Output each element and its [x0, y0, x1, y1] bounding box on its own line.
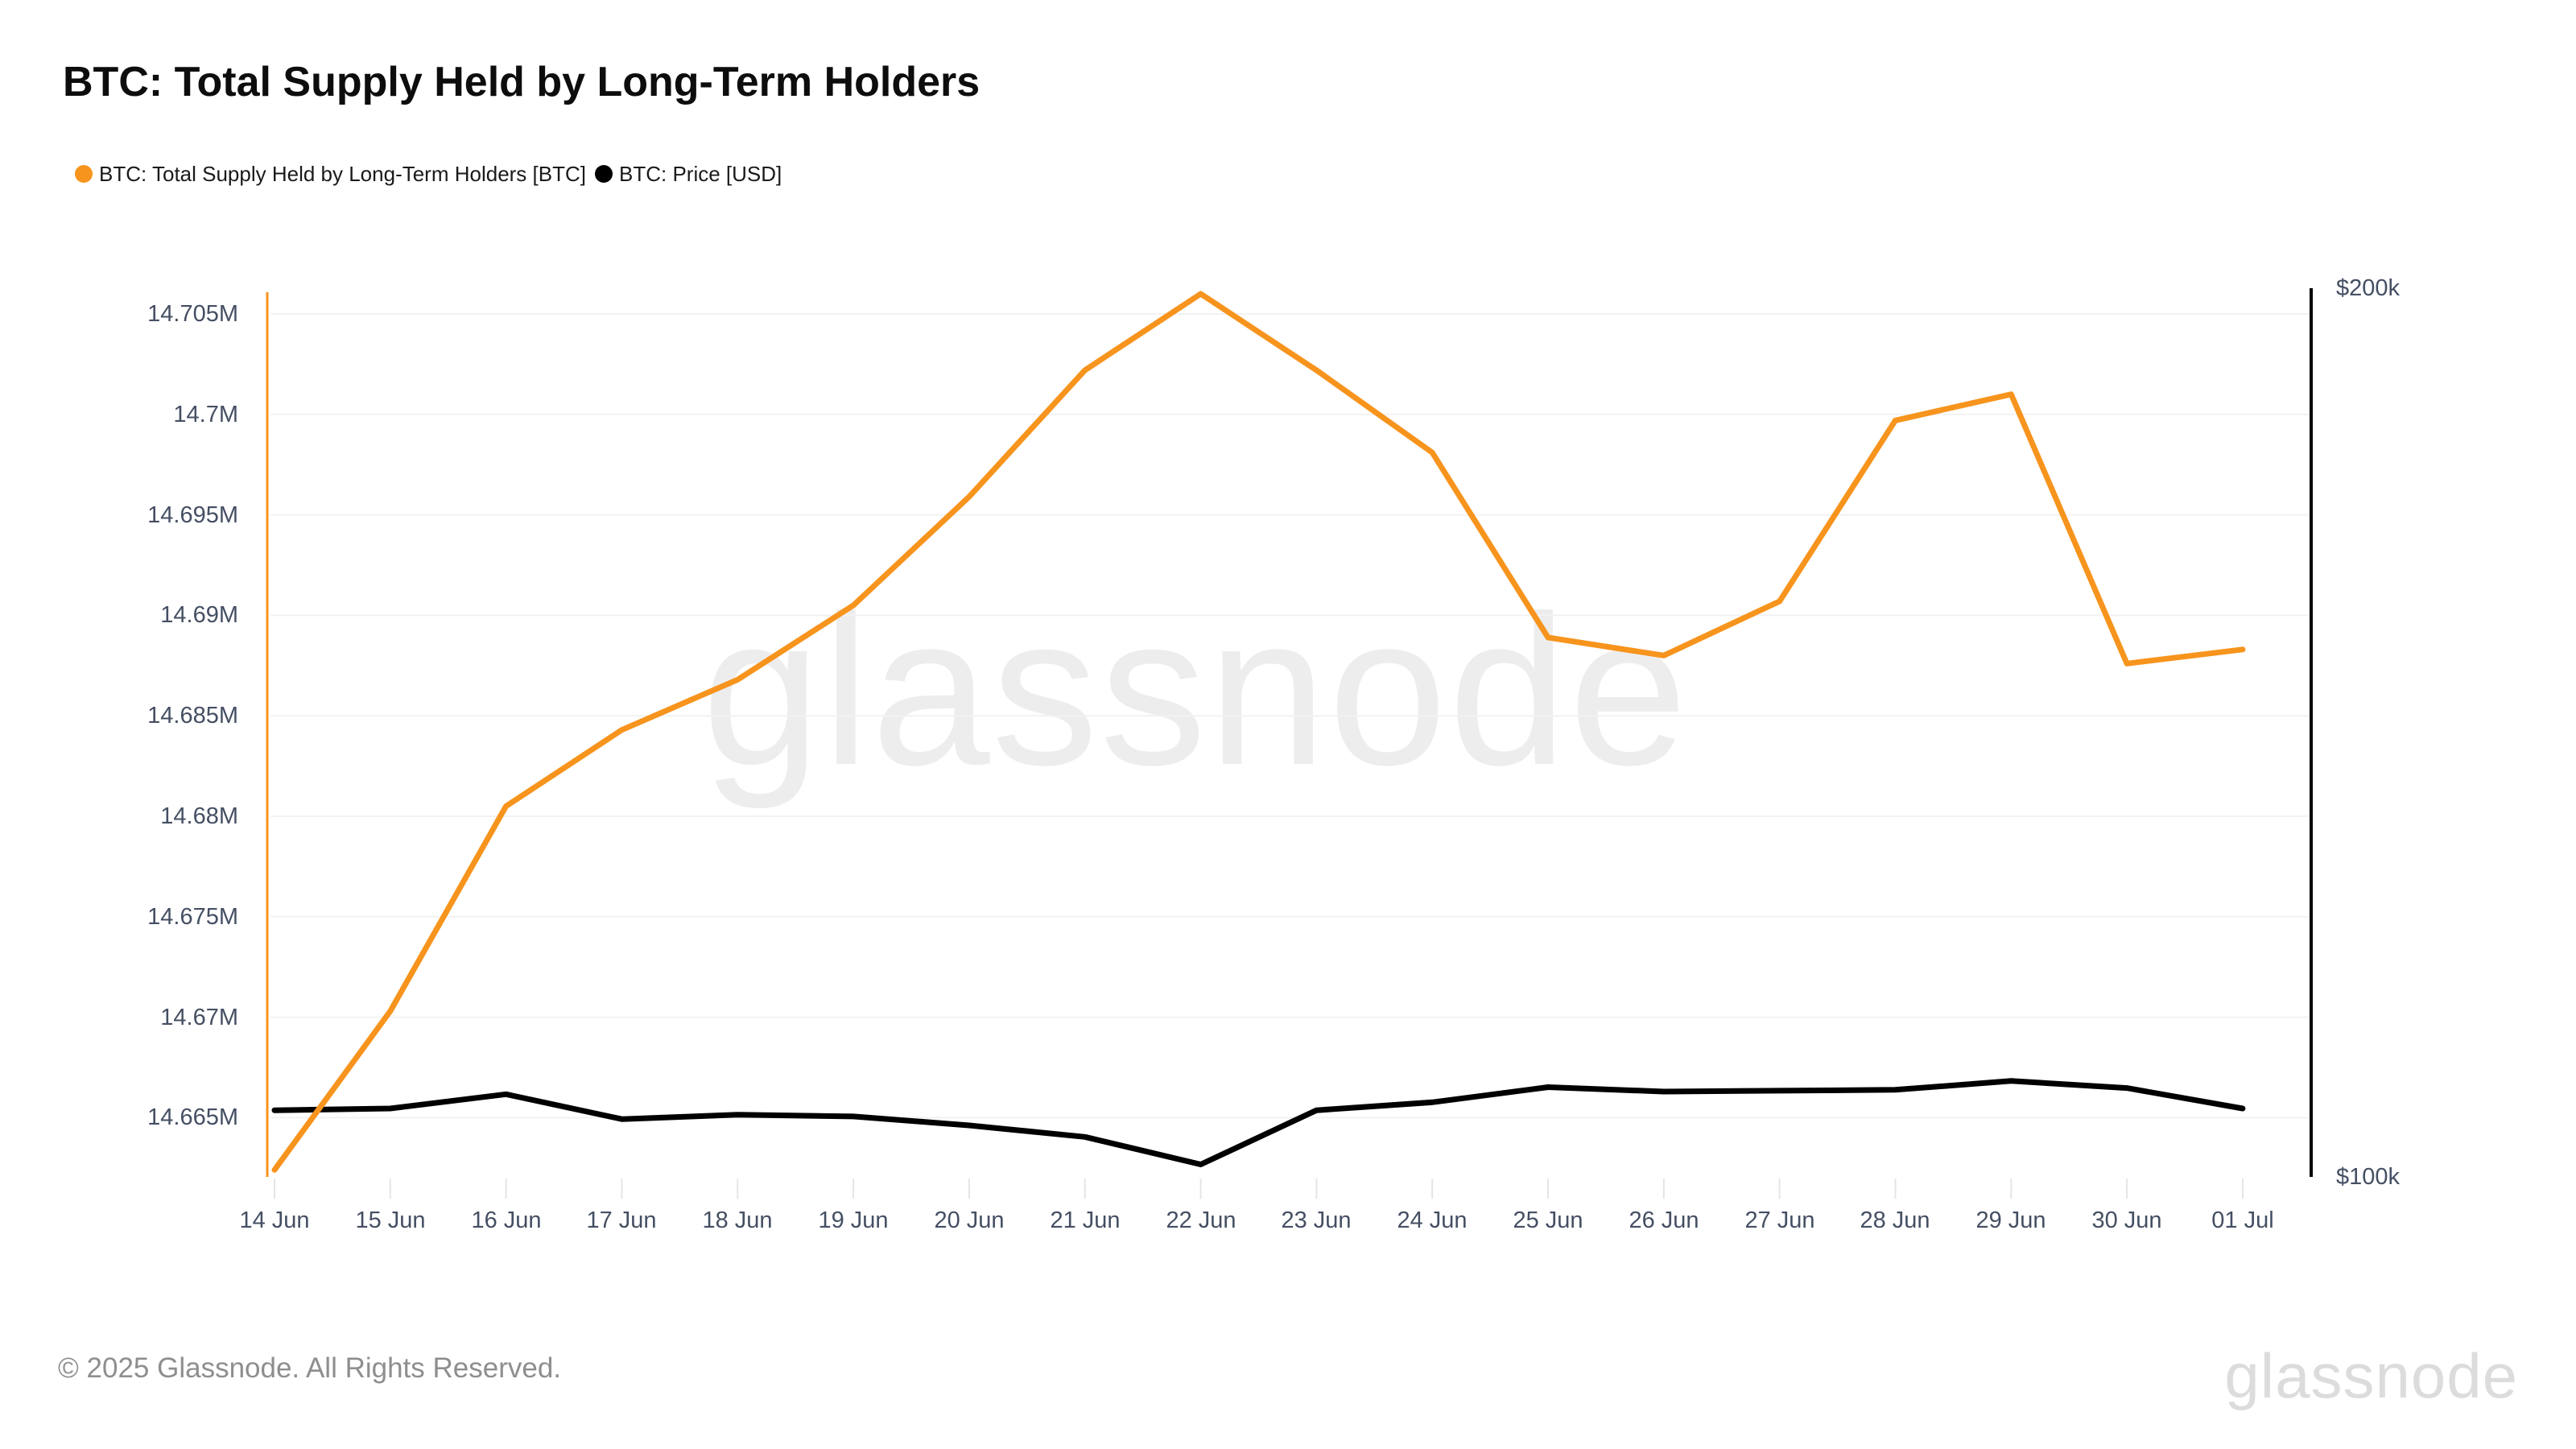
- x-axis-tick-label: 28 Jun: [1860, 1208, 1930, 1233]
- y-axis-tick-label: 14.705M: [147, 301, 238, 327]
- x-axis-tick-label: 20 Jun: [934, 1208, 1005, 1233]
- legend-item-supply[interactable]: BTC: Total Supply Held by Long-Term Hold…: [75, 158, 586, 190]
- x-axis-tick-label: 15 Jun: [355, 1208, 426, 1233]
- x-axis-tick-label: 14 Jun: [239, 1208, 310, 1233]
- y-axis-tick-label: 14.665M: [147, 1104, 238, 1130]
- supply-line-series: [271, 291, 2246, 1173]
- x-axis-tick-label: 24 Jun: [1397, 1208, 1468, 1233]
- legend-item-price[interactable]: BTC: Price [USD]: [595, 158, 782, 190]
- glassnode-logo: glassnode: [2224, 1340, 2518, 1411]
- legend-label-supply: BTC: Total Supply Held by Long-Term Hold…: [99, 161, 586, 186]
- price-dot-icon: [595, 165, 613, 183]
- x-axis-tick-label: 23 Jun: [1281, 1208, 1352, 1233]
- x-axis-tick-label: 22 Jun: [1166, 1208, 1236, 1233]
- y-axis-tick-label: 14.685M: [147, 703, 238, 729]
- x-axis-tick-label: 29 Jun: [1975, 1208, 2046, 1233]
- right-axis-tick-label: $200k: [2336, 275, 2401, 301]
- price-line-series: [271, 1078, 2246, 1167]
- y-axis-tick-label: 14.67M: [160, 1005, 238, 1030]
- y-axis-tick-label: 14.675M: [147, 904, 238, 930]
- glassnode-watermark: glassnode: [702, 572, 1690, 810]
- x-axis-tick-label: 21 Jun: [1050, 1208, 1121, 1233]
- x-axis-tick-label: 19 Jun: [818, 1208, 889, 1233]
- legend-label-price: BTC: Price [USD]: [619, 161, 782, 186]
- copyright-text: © 2025 Glassnode. All Rights Reserved.: [58, 1352, 562, 1384]
- x-axis-tick-label: 30 Jun: [2091, 1208, 2162, 1233]
- x-axis-tick-label: 25 Jun: [1513, 1208, 1583, 1233]
- x-axis-tick-label: 18 Jun: [702, 1208, 773, 1233]
- x-axis-tick-label: 27 Jun: [1744, 1208, 1815, 1233]
- right-axis-tick-label: $100k: [2336, 1164, 2401, 1190]
- x-axis-tick-label: 01 Jul: [2211, 1208, 2274, 1233]
- x-axis-tick-label: 26 Jun: [1629, 1208, 1699, 1233]
- y-axis-tick-label: 14.7M: [173, 402, 238, 427]
- supply-dot-icon: [75, 165, 93, 183]
- y-axis-tick-label: 14.68M: [160, 803, 238, 829]
- x-axis-tick-label: 17 Jun: [586, 1208, 657, 1233]
- page-title: BTC: Total Supply Held by Long-Term Hold…: [63, 59, 980, 105]
- x-axis-tick-label: 16 Jun: [471, 1208, 542, 1233]
- y-axis-tick-label: 14.695M: [147, 502, 238, 528]
- y-axis-tick-label: 14.69M: [160, 602, 238, 628]
